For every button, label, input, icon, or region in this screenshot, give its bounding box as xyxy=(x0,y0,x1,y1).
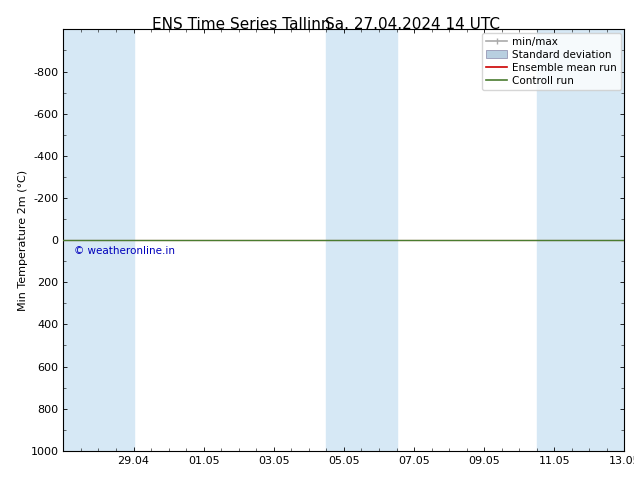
Bar xyxy=(327,29,396,451)
Text: © weatheronline.in: © weatheronline.in xyxy=(74,246,175,256)
Bar xyxy=(63,29,134,451)
Text: ENS Time Series Tallinn: ENS Time Series Tallinn xyxy=(152,17,330,32)
Legend: min/max, Standard deviation, Ensemble mean run, Controll run: min/max, Standard deviation, Ensemble me… xyxy=(482,32,621,90)
Text: Sa. 27.04.2024 14 UTC: Sa. 27.04.2024 14 UTC xyxy=(325,17,500,32)
Bar xyxy=(537,29,624,451)
Y-axis label: Min Temperature 2m (°C): Min Temperature 2m (°C) xyxy=(18,170,28,311)
